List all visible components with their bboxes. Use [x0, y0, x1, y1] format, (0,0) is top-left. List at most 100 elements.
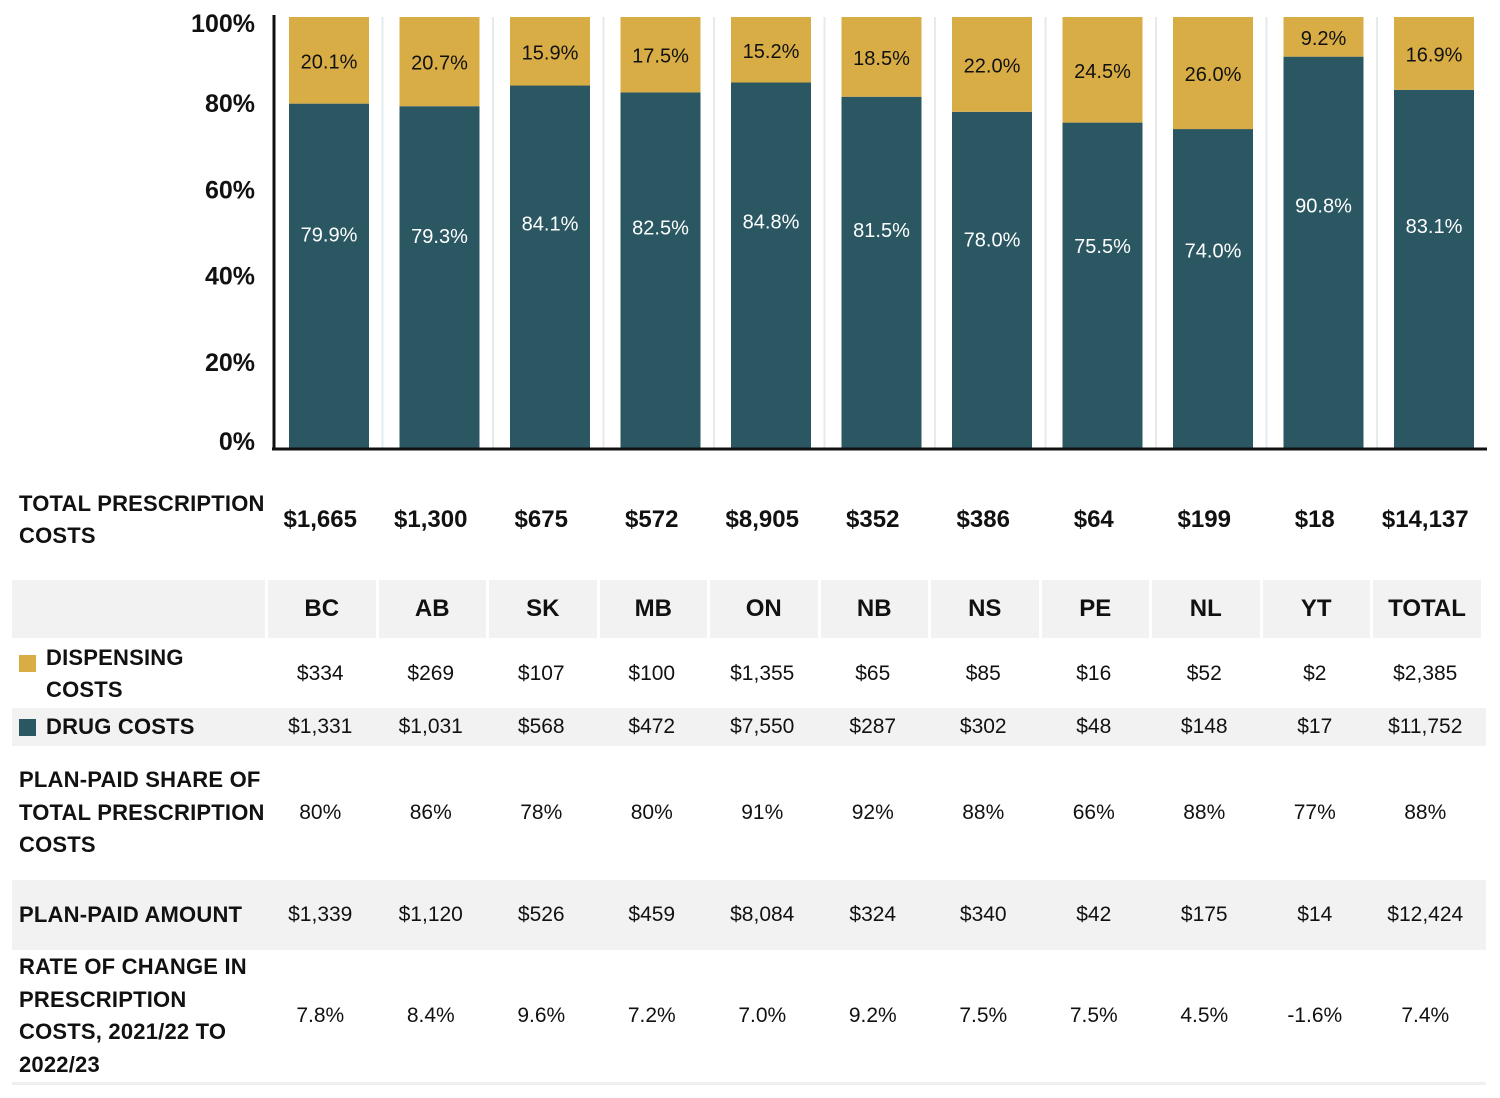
- drug-bar-total: [1394, 89, 1474, 449]
- column-header: AB: [378, 580, 486, 638]
- dispensing-data-label: 20.7%: [411, 53, 468, 75]
- dispensing-bar-on: [731, 17, 811, 83]
- table-cell: $526: [517, 903, 565, 926]
- table-cell: $11,752: [1388, 715, 1463, 738]
- dispensing-bar-yt: [1283, 17, 1364, 57]
- table-cell: $1,331: [288, 715, 353, 738]
- table-cell: $8,084: [730, 903, 795, 926]
- table-cell: $107: [517, 662, 565, 685]
- table-cell: 86%: [409, 801, 452, 824]
- drug-data-label: 78.0%: [964, 230, 1021, 252]
- row-cells: $334 $269 $107 $100 $1,355 $65 $85 $16 $52 $2 $2,3…: [265, 640, 1486, 708]
- table-cell: 4.5%: [1180, 1004, 1229, 1027]
- table-cell: 7.8%: [296, 1004, 345, 1027]
- table-cell: $1,355: [730, 662, 795, 685]
- row-label: Drug costs: [12, 708, 265, 746]
- table-cell: 88%: [962, 801, 1005, 824]
- row-cells: $1,339 $1,120 $526 $459 $8,084 $324 $340 $42 $17…: [265, 880, 1486, 950]
- drug-data-label: 84.1%: [522, 213, 579, 235]
- drug-bar-on: [731, 82, 811, 449]
- total-cost-cell: $572: [625, 506, 679, 533]
- row-label: Total prescription costs: [19, 490, 265, 549]
- row-label: Rate of change in prescription costs, 20…: [19, 954, 247, 1077]
- row-label: Dispensing costs: [12, 640, 265, 708]
- dispensing-bar-ab: [399, 17, 480, 107]
- drug-bar-nl: [1173, 129, 1253, 448]
- total-cost-cell: $386: [956, 506, 1010, 533]
- table-cell: 7.5%: [1069, 1004, 1118, 1027]
- dispensing-data-label: 9.2%: [1301, 28, 1347, 50]
- dispensing-bar-ns: [952, 17, 1032, 112]
- table-header-row: BC AB SK MB ON NB NS PE NL YT TOTAL: [12, 580, 1486, 638]
- drug-bar-nb: [841, 96, 922, 449]
- drug-data-label: 75.5%: [1074, 236, 1131, 258]
- column-header: SK: [489, 580, 597, 638]
- table-cell: $100: [628, 662, 676, 685]
- dispensing-bar-nl: [1173, 17, 1253, 130]
- plan-paid-share-row: Plan-paid share of total prescription co…: [12, 746, 1486, 880]
- table-cell: $334: [296, 662, 344, 685]
- table-cell: 7.2%: [627, 1004, 676, 1027]
- header-cells: BC AB SK MB ON NB NS PE NL YT TOTAL: [268, 580, 1486, 638]
- y-tick-label: 0%: [219, 428, 255, 456]
- table-cell: $1,339: [288, 903, 353, 926]
- table-cell: $472: [628, 715, 676, 738]
- table-cell: 92%: [851, 801, 894, 824]
- table-cell: 8.4%: [406, 1004, 455, 1027]
- y-tick-label: 80%: [205, 90, 255, 118]
- dispensing-bar-bc: [289, 17, 369, 104]
- table-cell: $12,424: [1387, 903, 1464, 926]
- table-bottom-rule: [12, 1082, 1486, 1085]
- rate-of-change-row: Rate of change in prescription costs, 20…: [12, 950, 1486, 1082]
- column-header: ON: [710, 580, 818, 638]
- table-cell: 7.4%: [1401, 1004, 1450, 1027]
- drug-bar-ns: [952, 111, 1032, 448]
- bars: 79.9% 20.1% 79.3% 20.7% 84.1% 15.9% 82.5% 17.5%…: [289, 17, 1474, 449]
- drug-bar-ab: [399, 106, 480, 448]
- dispensing-data-label: 18.5%: [853, 48, 910, 70]
- column-header: NB: [820, 580, 928, 638]
- dispensing-bar-mb: [620, 17, 701, 93]
- drug-data-label: 90.8%: [1295, 195, 1352, 217]
- drug-costs-row: Drug costs $1,331 $1,031 $568 $472 $7,550 $28…: [12, 708, 1486, 746]
- dispensing-bar-total: [1394, 17, 1474, 90]
- column-header: BC: [268, 580, 376, 638]
- table-cell: $48: [1076, 715, 1112, 738]
- total-cost-cell: $1,665: [283, 506, 357, 533]
- table-cell: $14: [1297, 903, 1333, 926]
- plan-paid-amount-row: Plan-paid amount $1,339 $1,120 $526 $459 $8,…: [12, 880, 1486, 950]
- total-cost-cell: $199: [1177, 506, 1231, 533]
- table-cell: $85: [965, 662, 1001, 685]
- table-cell: $148: [1180, 715, 1228, 738]
- table-cell: $2: [1303, 662, 1327, 685]
- table-cell: 7.5%: [959, 1004, 1008, 1027]
- y-tick-label: 40%: [205, 263, 255, 291]
- row-cells: 7.8% 8.4% 9.6% 7.2% 7.0% 9.2% 7.5% 7.5% 4.5% -1.6…: [265, 950, 1486, 1082]
- dispensing-data-label: 26.0%: [1185, 64, 1242, 86]
- total-cost-cell: $1,300: [394, 506, 468, 533]
- total-prescription-costs-row: Total prescription costs $1,665 $1,300 $67…: [12, 472, 1486, 568]
- table-cell: 78%: [520, 801, 563, 824]
- table-cell: $7,550: [730, 715, 795, 738]
- table-cell: $269: [407, 662, 455, 685]
- dispensing-data-label: 22.0%: [964, 55, 1021, 77]
- drug-data-label: 83.1%: [1406, 216, 1463, 238]
- dispensing-data-label: 24.5%: [1074, 61, 1131, 83]
- drug-bar-sk: [510, 85, 590, 449]
- column-header: MB: [599, 580, 707, 638]
- table-cell: $1,031: [398, 715, 463, 738]
- table-cell: 66%: [1072, 801, 1115, 824]
- column-header: NS: [931, 580, 1039, 638]
- table-cell: $340: [959, 903, 1007, 926]
- table-cell: $459: [628, 903, 676, 926]
- dispensing-data-label: 15.2%: [743, 41, 800, 63]
- y-tick-label: 20%: [205, 349, 255, 377]
- dispensing-legend-swatch: [19, 654, 36, 672]
- table-cell: $175: [1180, 903, 1228, 926]
- y-tick-label: 60%: [205, 176, 255, 204]
- dispensing-data-label: 17.5%: [632, 46, 689, 68]
- total-cost-cell: $675: [514, 506, 568, 533]
- total-cost-cell: $352: [846, 506, 900, 533]
- stacked-bar-chart: 79.9% 20.1% 79.3% 20.7% 84.1% 15.9% 82.5% 17.5%…: [191, 10, 1487, 456]
- drug-bar-mb: [620, 92, 701, 449]
